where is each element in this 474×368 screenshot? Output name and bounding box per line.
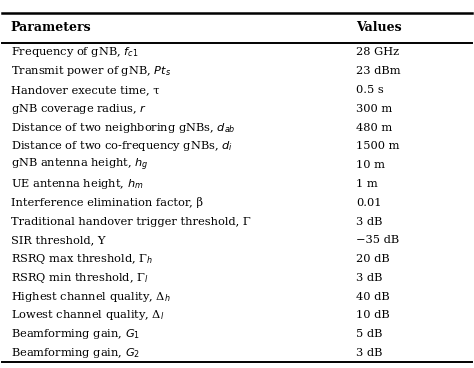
Text: gNB coverage radius, $r$: gNB coverage radius, $r$ (11, 102, 147, 116)
Text: 23 dBm: 23 dBm (356, 66, 401, 76)
Text: Values: Values (356, 21, 401, 35)
Text: Beamforming gain, $G_1$: Beamforming gain, $G_1$ (11, 327, 140, 341)
Text: Traditional handover trigger threshold, Γ: Traditional handover trigger threshold, … (11, 216, 251, 227)
Text: gNB antenna height, $h_g$: gNB antenna height, $h_g$ (11, 157, 149, 173)
Text: Parameters: Parameters (11, 21, 91, 35)
Text: 0.5 s: 0.5 s (356, 85, 383, 95)
Text: Distance of two neighboring gNBs, $d_{ab}$: Distance of two neighboring gNBs, $d_{ab… (11, 121, 236, 135)
Text: 3 dB: 3 dB (356, 273, 383, 283)
Text: 1500 m: 1500 m (356, 141, 399, 151)
Text: 20 dB: 20 dB (356, 254, 390, 264)
Text: Highest channel quality, Δ$_h$: Highest channel quality, Δ$_h$ (11, 290, 171, 304)
Text: 3 dB: 3 dB (356, 216, 383, 227)
Text: SIR threshold, Y: SIR threshold, Y (11, 235, 105, 245)
Text: Beamforming gain, $G_2$: Beamforming gain, $G_2$ (11, 346, 140, 360)
Text: Transmit power of gNB, $Pt_s$: Transmit power of gNB, $Pt_s$ (11, 64, 171, 78)
Text: −35 dB: −35 dB (356, 235, 399, 245)
Text: 28 GHz: 28 GHz (356, 47, 399, 57)
Text: RSRQ max threshold, Γ$_h$: RSRQ max threshold, Γ$_h$ (11, 252, 153, 266)
Text: UE antenna height, $h_m$: UE antenna height, $h_m$ (11, 177, 144, 191)
Text: 40 dB: 40 dB (356, 292, 390, 302)
Text: Frequency of gNB, $f_{c1}$: Frequency of gNB, $f_{c1}$ (11, 45, 138, 59)
Text: RSRQ min threshold, Γ$_l$: RSRQ min threshold, Γ$_l$ (11, 271, 148, 285)
Text: 0.01: 0.01 (356, 198, 381, 208)
Text: 10 dB: 10 dB (356, 311, 390, 321)
Text: Handover execute time, τ: Handover execute time, τ (11, 85, 159, 95)
Text: 10 m: 10 m (356, 160, 385, 170)
Text: Distance of two co-frequency gNBs, $d_i$: Distance of two co-frequency gNBs, $d_i$ (11, 139, 233, 153)
Text: 480 m: 480 m (356, 123, 392, 132)
Text: 3 dB: 3 dB (356, 348, 383, 358)
Text: Interference elimination factor, β: Interference elimination factor, β (11, 197, 203, 208)
Text: 300 m: 300 m (356, 104, 392, 114)
Text: 1 m: 1 m (356, 179, 378, 189)
Text: Lowest channel quality, Δ$_l$: Lowest channel quality, Δ$_l$ (11, 308, 164, 322)
Text: 5 dB: 5 dB (356, 329, 383, 339)
